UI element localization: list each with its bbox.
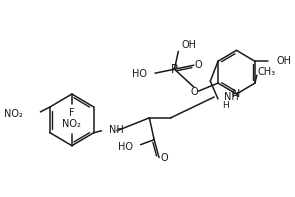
Text: OH: OH — [276, 56, 291, 66]
Text: NH: NH — [109, 125, 124, 135]
Text: N: N — [232, 89, 241, 99]
Text: HO: HO — [132, 69, 147, 79]
Text: F: F — [69, 108, 75, 118]
Text: NO₂: NO₂ — [63, 119, 81, 129]
Text: OH: OH — [181, 40, 196, 50]
Text: HO: HO — [118, 142, 133, 152]
Text: NH: NH — [224, 92, 239, 102]
Text: H: H — [222, 101, 229, 111]
Text: O: O — [160, 153, 168, 163]
Text: O: O — [195, 60, 202, 70]
Text: P: P — [171, 63, 178, 76]
Text: NO₂: NO₂ — [4, 109, 23, 119]
Text: CH₃: CH₃ — [258, 67, 276, 77]
Text: O: O — [190, 87, 198, 97]
